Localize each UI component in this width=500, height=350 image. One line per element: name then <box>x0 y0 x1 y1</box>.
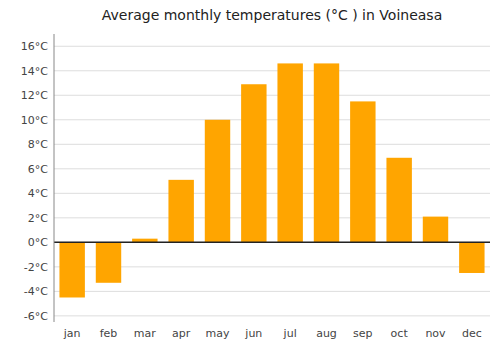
x-tick-label: jun <box>244 327 262 340</box>
x-tick-label: aug <box>316 327 337 340</box>
bar <box>59 242 84 297</box>
title: Average monthly temperatures (°C ) in Vo… <box>102 7 442 23</box>
y-tick-label: -6°C <box>24 310 48 323</box>
bar <box>277 63 302 242</box>
grid-line <box>54 168 490 169</box>
x-tick-label: jul <box>283 327 297 340</box>
x-tick-label: mar <box>134 327 156 340</box>
grid-line <box>54 291 490 292</box>
x-tick-label: oct <box>391 327 409 340</box>
x-tick-label: feb <box>100 327 118 340</box>
bar <box>459 242 484 273</box>
x-tick-label: sep <box>353 327 372 340</box>
y-tick-label: 8°C <box>28 138 48 151</box>
y-axis-line <box>54 34 55 322</box>
zero-line <box>54 242 490 244</box>
y-tick-label: 14°C <box>21 65 48 78</box>
bar <box>350 101 375 242</box>
chart-container: Average monthly temperatures (°C ) in Vo… <box>0 0 500 350</box>
grid-line <box>54 46 490 47</box>
y-tick-label: -4°C <box>24 285 48 298</box>
y-grid <box>54 46 490 316</box>
y-tick-label: 6°C <box>28 163 48 176</box>
bar <box>423 217 448 243</box>
x-tick-label: dec <box>462 327 482 340</box>
x-tick-label: apr <box>172 327 191 340</box>
grid-line <box>54 119 490 120</box>
grid-line <box>54 95 490 96</box>
y-tick-label: 4°C <box>28 187 48 200</box>
x-tick-label: jan <box>63 327 81 340</box>
bar <box>96 242 121 282</box>
chart: Average monthly temperatures (°C ) in Vo… <box>0 0 500 350</box>
x-tick-label: may <box>206 327 230 340</box>
bar <box>314 63 339 242</box>
grid-line <box>54 315 490 316</box>
bar <box>205 120 230 243</box>
y-tick-label: 12°C <box>21 89 48 102</box>
grid-line <box>54 242 490 243</box>
x-tick-label: nov <box>425 327 446 340</box>
y-tick-label: 2°C <box>28 212 48 225</box>
y-tick-label: 10°C <box>21 114 48 127</box>
bar <box>168 180 193 243</box>
bar <box>241 84 266 242</box>
y-tick-label: 0°C <box>28 236 48 249</box>
grid-line <box>54 144 490 145</box>
bar <box>386 158 411 243</box>
grid-line <box>54 70 490 71</box>
grid-line <box>54 193 490 194</box>
y-tick-label: 16°C <box>21 40 48 53</box>
bars <box>59 63 484 297</box>
y-tick-label: -2°C <box>24 261 48 274</box>
